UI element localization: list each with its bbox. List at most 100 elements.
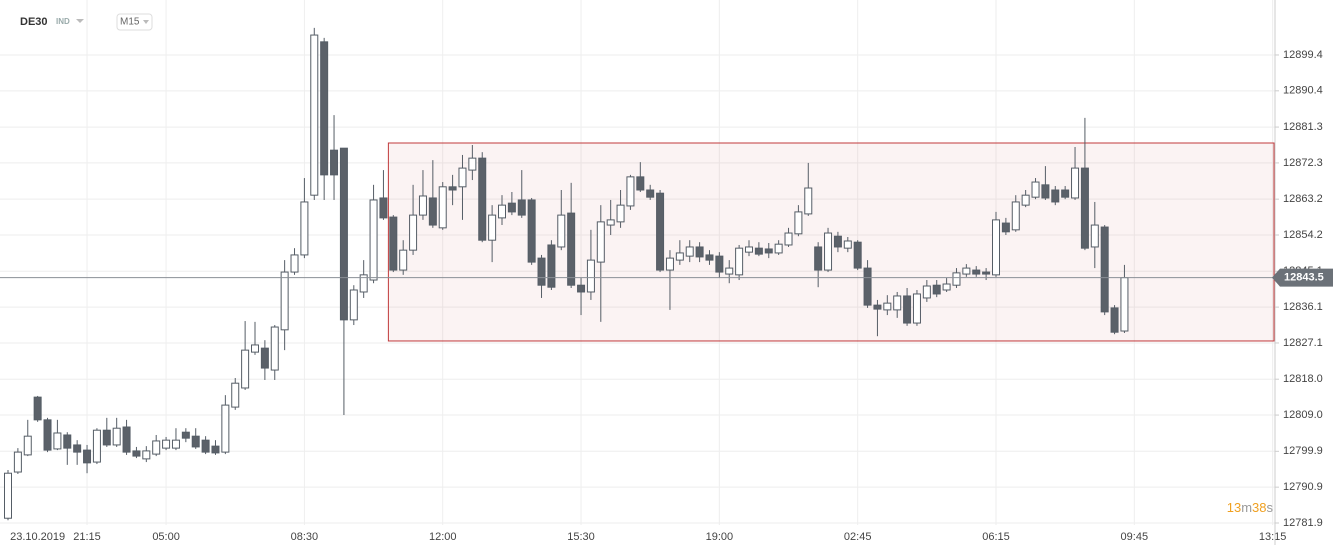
candle-body [1031,181,1040,198]
candle-body [1061,189,1070,198]
candle-body [488,214,497,241]
candle-body [468,157,477,171]
y-tick-label: 12836.1 [1283,301,1323,313]
candle-body [932,284,941,295]
x-tick-label: 09:45 [1121,531,1149,543]
candle-body [448,186,457,191]
candle-body [992,219,1000,276]
candle-body [63,434,72,449]
candle-body [142,450,151,460]
candle-body [557,214,566,248]
candle-body [4,472,12,519]
candle-body [695,246,704,258]
candle-body [596,221,605,263]
candle-body [379,197,388,219]
candle-body [606,219,615,226]
candle-body [547,244,556,288]
candle-body [43,419,52,451]
candle-body [735,247,744,276]
candle-body [231,382,240,408]
candle-body [428,197,437,226]
candle-body [102,429,111,446]
candle-body [191,435,200,448]
candle-body [1011,201,1020,231]
x-tick-label: 19:00 [706,531,734,543]
dropdown-arrow [143,20,149,24]
candle-body [507,202,516,213]
candle-body [349,289,358,321]
candle-body [23,435,32,456]
y-tick-label: 12899.4 [1283,49,1323,61]
candle-body [498,204,506,219]
candle-body [310,34,319,196]
candle-body [399,249,408,271]
y-tick-label: 12827.1 [1283,337,1323,349]
candle-body [725,267,734,275]
candle-body [883,302,892,311]
candle-body [853,241,862,269]
candle-body [754,247,763,255]
candle-body [804,187,813,215]
candle-body [942,283,951,291]
candle-body [339,147,348,321]
candle-body [290,254,299,273]
candle-body [843,240,852,249]
candle-body [586,259,595,293]
symbol[interactable]: DE30 [20,16,48,28]
candle-body [833,235,842,248]
candle-body [181,431,190,439]
candle-body [814,246,823,271]
candle-body [745,246,753,253]
candle-body [1041,184,1050,199]
candle-body [893,295,902,311]
candle-body [962,267,971,275]
candle-body [13,451,22,473]
y-tick-label: 12890.4 [1283,85,1323,97]
candle-body [211,445,220,454]
candle-body [280,271,289,331]
candle-body [952,272,961,286]
candle-body [912,293,921,324]
candle-body [537,257,546,286]
candle-body [705,254,714,261]
candle-body [656,192,665,271]
y-tick-label: 12872.3 [1283,157,1323,169]
timeframe-button[interactable] [116,13,153,31]
candle-body [517,199,526,216]
candle-body [122,426,131,453]
countdown-part: m [1241,500,1252,515]
candle-body [260,347,269,369]
candle-body [241,349,250,389]
candle-body [774,243,783,254]
candle-body [369,199,378,281]
candle-body [418,195,427,216]
candle-body [320,41,329,176]
candle-body [972,269,981,275]
y-tick-label: 12799.9 [1283,445,1323,457]
candle-body [665,257,674,271]
candle-body [251,344,259,353]
x-tick-label: 12:00 [429,531,457,543]
last-price-badge [1272,268,1333,287]
y-tick-label: 12809.0 [1283,409,1323,421]
countdown: 13m38s [1227,500,1274,515]
dropdown-arrow[interactable] [76,19,84,23]
candle-body [162,439,171,449]
y-tick-label: 12818.0 [1283,373,1323,385]
candle-body [478,157,487,241]
countdown-part: 13 [1227,500,1241,515]
candle-body [675,252,684,261]
candle-body [567,212,576,286]
x-tick-label: 06:15 [982,531,1010,543]
candle-body [112,427,121,446]
candle-body [577,284,586,293]
candle-body [270,326,279,371]
last-price-label: 12843.5 [1284,272,1324,284]
y-tick-label: 12781.9 [1283,517,1323,529]
countdown-part: 38 [1252,500,1266,515]
candle-body [152,440,161,455]
x-tick-label: 23.10.2019 [10,531,65,543]
y-tick-label: 12790.9 [1283,481,1323,493]
countdown-part: s [1267,500,1274,515]
